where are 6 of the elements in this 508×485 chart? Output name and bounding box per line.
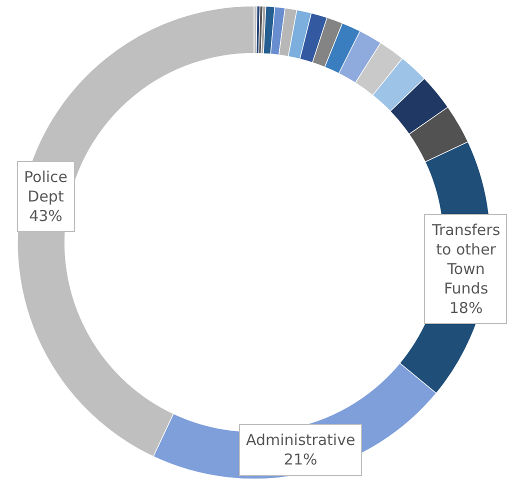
slice-label: Transfers to other Town Funds [431,221,500,298]
data-label: 18% [449,299,483,317]
data-label: 21% [284,450,318,468]
slice-label: Police Dept [24,168,68,206]
slice-label: Administrative [246,431,356,449]
data-label: 43% [29,207,62,225]
